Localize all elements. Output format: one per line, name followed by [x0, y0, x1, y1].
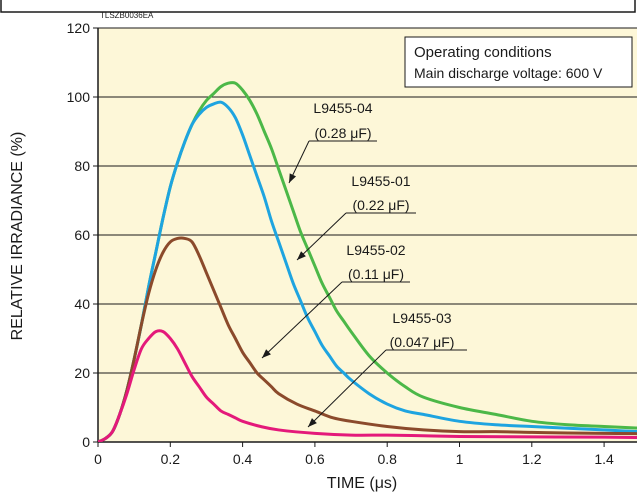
figure-code: TLSZB0036EA [100, 11, 154, 20]
y-tick-label-80: 80 [74, 158, 90, 174]
series-annotation-capacitance-L9455-04: (0.28 μF) [314, 125, 371, 141]
series-line-L9455-01 [98, 100, 637, 442]
series-annotation-capacitance-L9455-02: (0.11 μF) [348, 266, 404, 282]
series-annotation-L9455-02: L9455-02 (0.11 μF) [261, 242, 410, 359]
x-tick-label-0.2: 0.2 [161, 451, 181, 467]
y-tick-label-100: 100 [67, 89, 91, 105]
conditions-voltage: Main discharge voltage: 600 V [414, 65, 603, 81]
series-line-L9455-02 [98, 236, 637, 442]
x-tick-label-0.6: 0.6 [305, 451, 325, 467]
y-tick-label-120: 120 [67, 20, 91, 36]
y-tick-label-20: 20 [74, 365, 90, 381]
series-annotation-model-L9455-02: L9455-02 [346, 242, 405, 258]
series-annotation-arrowhead-L9455-03 [308, 418, 317, 427]
series-annotation-leader-L9455-03 [307, 349, 387, 428]
series-annotation-L9455-03: L9455-03 (0.047 μF) [307, 310, 467, 428]
series-annotation-arrowhead-L9455-02 [262, 349, 271, 358]
series-annotation-leader-L9455-02 [261, 281, 343, 359]
x-tick-label-0: 0 [94, 451, 102, 467]
x-tick-label-1.4: 1.4 [594, 451, 614, 467]
y-tick-label-0: 0 [82, 434, 90, 450]
conditions-box: Operating conditions Main discharge volt… [404, 36, 633, 88]
x-tick-label-1: 1 [456, 451, 464, 467]
x-tick-label-0.4: 0.4 [233, 451, 253, 467]
series-lines [98, 81, 637, 442]
y-axis-title: RELATIVE IRRADIANCE (%) [9, 132, 26, 341]
x-tick-label-1.2: 1.2 [522, 451, 542, 467]
x-tick-label-0.8: 0.8 [377, 451, 397, 467]
series-annotation-model-L9455-03: L9455-03 [392, 310, 451, 326]
series-annotation-capacitance-L9455-01: (0.22 μF) [352, 197, 409, 213]
series-annotation-arrowhead-L9455-04 [289, 173, 297, 183]
x-axis-title: TIME (μs) [327, 475, 398, 492]
series-annotation-L9455-04: L9455-04 (0.28 μF) [288, 100, 377, 184]
series-annotation-arrowhead-L9455-01 [297, 251, 306, 260]
series-annotation-model-L9455-01: L9455-01 [351, 173, 410, 189]
series-annotation-model-L9455-04: L9455-04 [313, 100, 372, 116]
plot-area: 0 20 40 60 80 100 120 0 0.2 0.4 0.6 0.8 1 1.2 1.4 L9455… [67, 20, 637, 467]
conditions-box-frame [404, 36, 633, 88]
y-tick-label-40: 40 [74, 296, 90, 312]
series-annotation-capacitance-L9455-03: (0.047 μF) [390, 334, 455, 350]
conditions-title: Operating conditions [414, 44, 552, 61]
title-box-edge [0, 0, 636, 13]
series-annotation-L9455-01: L9455-01 (0.22 μF) [296, 173, 416, 261]
y-tick-label-60: 60 [74, 227, 90, 243]
series-line-L9455-03 [98, 329, 637, 442]
series-annotation-leader-L9455-01 [296, 212, 347, 261]
